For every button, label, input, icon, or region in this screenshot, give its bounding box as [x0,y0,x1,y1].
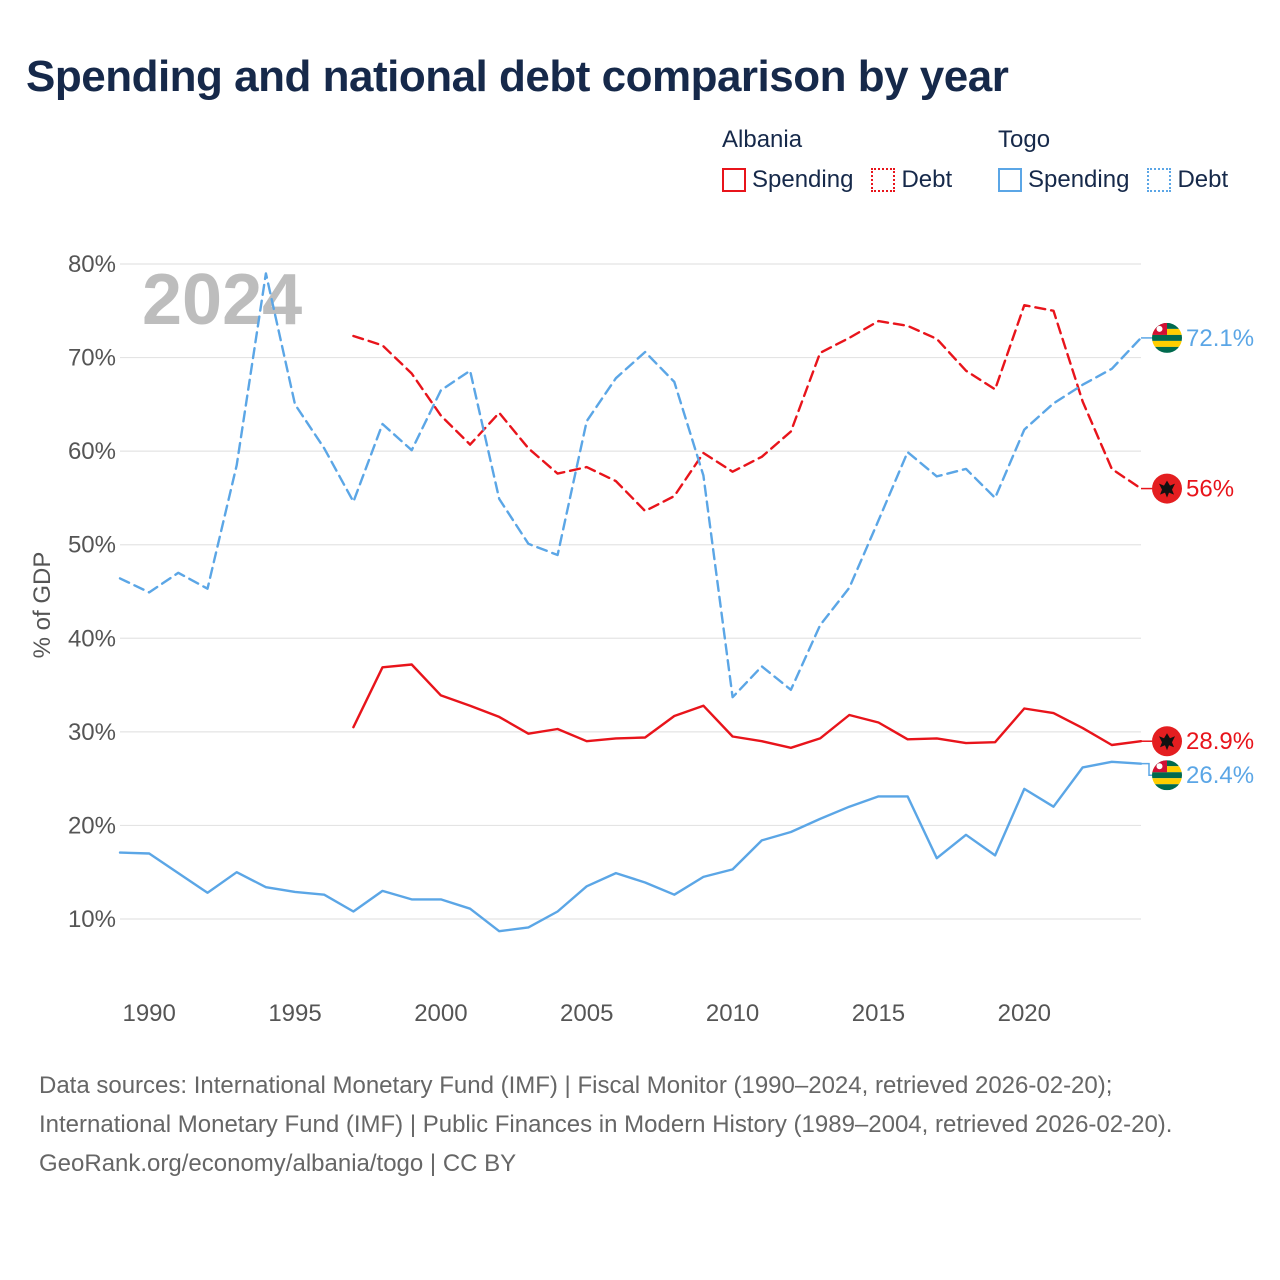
legend-group-togo: Togo Spending Debt [998,124,1246,194]
albania-flag-icon [1152,473,1182,504]
legend-label: Debt [901,166,953,193]
flag-stripe [1152,346,1182,353]
end-value-label: 26.4% [1186,762,1254,789]
line-chart: 2024 10% 20% 30% 40% 50% 60% 70% 80% 1990 1995 20… [29,251,1254,1027]
y-tick-label: 40% [68,625,116,652]
togo-flag-icon [1152,760,1182,791]
end-connector [1141,762,1152,776]
togo-flag-icon [1152,322,1182,353]
grid-lines [120,263,1141,920]
end-labels: 72.1% 56% 28.9% 26.4% [1141,322,1254,791]
data-sources-text: Data sources: International Monetary Fun… [39,1072,1173,1138]
chart-title: Spending and national debt comparison by… [26,52,1009,101]
legend-item-albania-spending[interactable]: Spending [722,166,853,194]
flag-star [1156,325,1163,332]
legend-swatch-dotted [1147,168,1172,192]
legend-group-albania: Albania Spending Debt [722,124,970,194]
legend-item-togo-spending[interactable]: Spending [998,166,1129,194]
series-line-albania-spending[interactable] [352,663,1143,749]
legend-item-togo-debt[interactable]: Debt [1147,166,1228,194]
legend-label: Spending [1028,166,1130,193]
y-tick-label: 50% [68,532,116,559]
end-value-label: 28.9% [1186,728,1254,755]
x-axis-ticks: 1990 1995 2000 2005 2010 2015 2020 [122,1000,1051,1027]
legend-group-name: Togo [998,126,1051,153]
legend-group-name: Albania [722,126,803,153]
legend-item-albania-debt[interactable]: Debt [871,166,952,194]
flag-stripe [1152,778,1182,785]
legend-swatch-dotted [871,168,896,192]
legend-swatch-solid [722,168,746,192]
y-tick-label: 10% [68,906,116,933]
year-watermark: 2024 [142,260,302,340]
legend-label: Debt [1177,166,1229,193]
flag-stripe [1152,340,1182,347]
series-line-togo-spending[interactable] [118,760,1143,933]
x-tick-label: 1990 [122,1000,175,1027]
series-line-albania-debt[interactable] [352,304,1143,513]
y-tick-label: 30% [68,719,116,746]
x-tick-label: 2020 [998,1000,1051,1027]
x-tick-label: 1995 [268,1000,321,1027]
series-line-togo-debt[interactable] [118,272,1143,699]
x-tick-label: 2005 [560,1000,613,1027]
end-value-label: 56% [1186,476,1234,503]
y-axis-label: % of GDP [29,552,56,659]
flag-star [1156,763,1163,770]
x-tick-label: 2015 [852,1000,905,1027]
eagle-emblem [1159,733,1175,751]
x-tick-label: 2010 [706,1000,759,1027]
flag-stripe [1152,772,1182,779]
eagle-emblem [1159,480,1175,498]
y-tick-label: 80% [68,251,116,278]
legend-swatch-solid [998,168,1022,192]
legend-label: Spending [752,166,854,193]
albania-flag-icon [1152,726,1182,757]
y-axis-ticks: 10% 20% 30% 40% 50% 60% 70% 80% [68,251,116,933]
series-lines [118,272,1143,933]
flag-stripes [1152,760,1182,791]
x-tick-label: 2000 [414,1000,467,1027]
flag-stripe [1152,334,1182,341]
end-value-label: 72.1% [1186,325,1254,352]
y-tick-label: 70% [68,345,116,372]
y-tick-label: 20% [68,812,116,839]
flag-stripes [1152,322,1182,353]
footer: Data sources: International Monetary Fun… [39,1066,1239,1183]
y-tick-label: 60% [68,438,116,465]
credit-link[interactable]: GeoRank.org/economy/albania/togo | CC BY [39,1150,517,1177]
flag-stripe [1152,784,1182,791]
